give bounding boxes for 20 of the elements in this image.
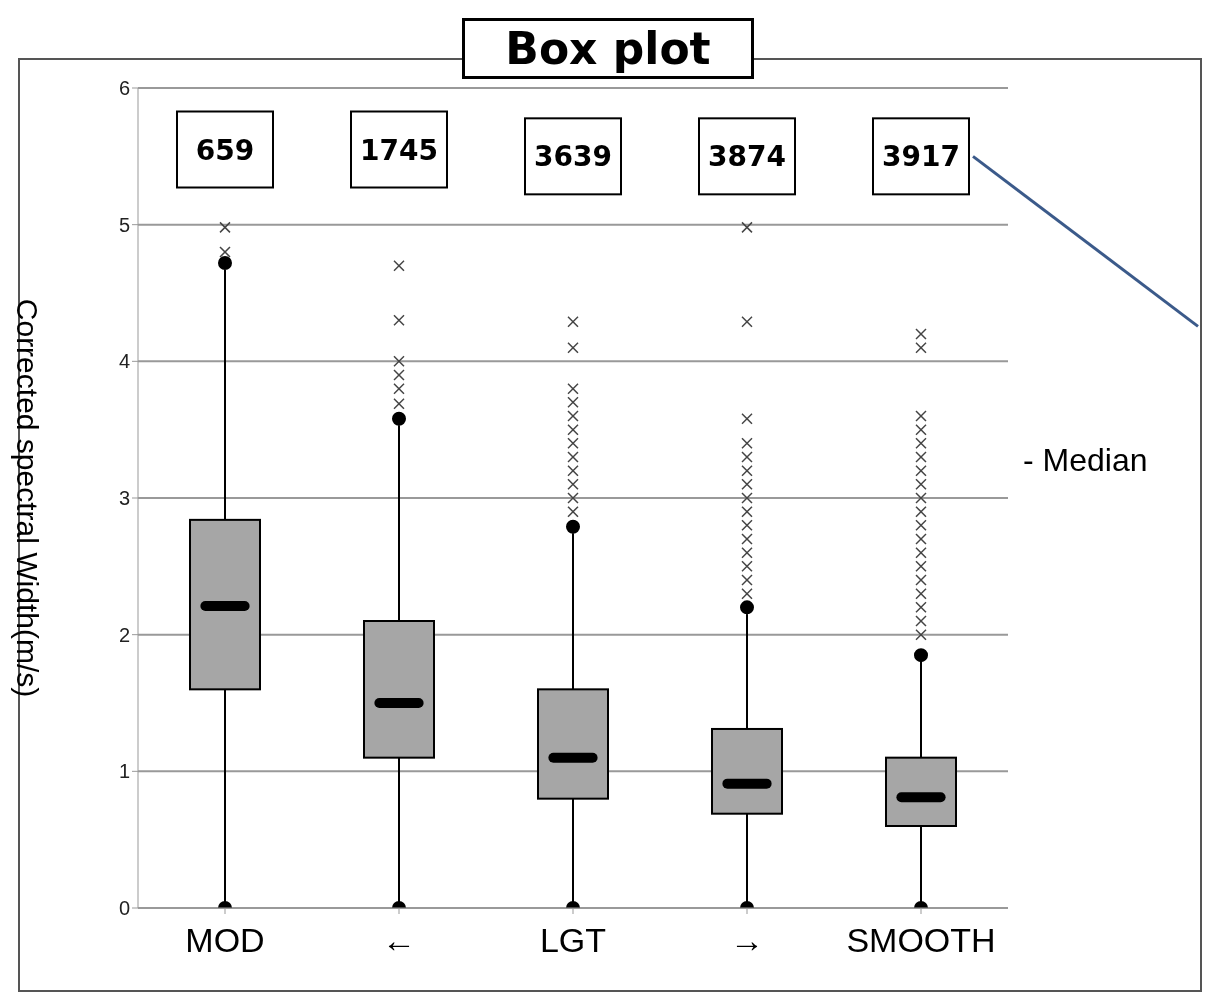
y-tick-label: 5 xyxy=(118,213,130,236)
annotation: 1745 xyxy=(360,133,438,167)
x-tick-label: → xyxy=(730,921,764,960)
x-tick-label: SMOOTH xyxy=(846,921,996,960)
chart-title: Box plot xyxy=(462,18,754,79)
annotation: 3917 xyxy=(882,140,960,174)
x-tick-label: LGT xyxy=(539,921,607,960)
y-axis-title: Corrected spectral Width(m/s) xyxy=(11,298,45,698)
y-tick-label: 1 xyxy=(118,760,130,783)
text: - Median xyxy=(1023,441,1148,478)
y-tick-label: 2 xyxy=(118,623,130,646)
annotation: 3639 xyxy=(534,140,612,174)
y-tick-label: 6 xyxy=(118,77,130,100)
annotation: 3874 xyxy=(708,140,786,174)
y-tick-label: 0 xyxy=(118,897,130,920)
x-tick-label: ← xyxy=(382,921,416,960)
x-tick-label: MOD xyxy=(185,921,265,960)
y-tick-label: 4 xyxy=(118,350,130,373)
y-tick-label: 3 xyxy=(118,487,130,510)
annotation: 659 xyxy=(195,133,255,167)
